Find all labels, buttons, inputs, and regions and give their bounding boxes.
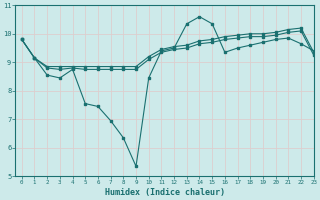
- X-axis label: Humidex (Indice chaleur): Humidex (Indice chaleur): [105, 188, 225, 197]
